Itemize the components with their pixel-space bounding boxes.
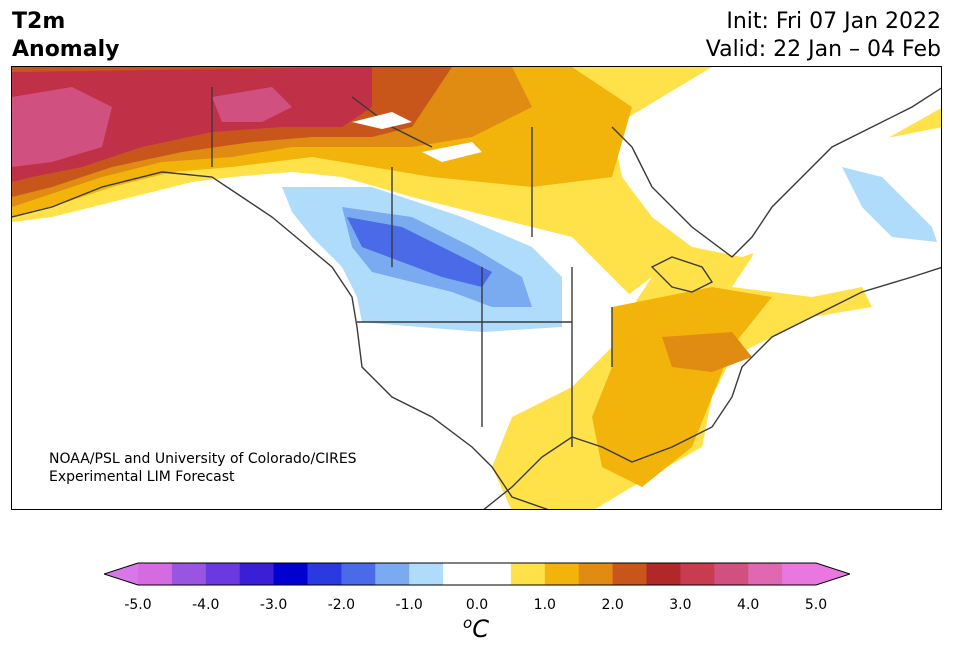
colorbar-cell (375, 563, 410, 585)
colorbar (104, 562, 850, 586)
credit-text: NOAA/PSL and University of Colorado/CIRE… (49, 450, 357, 486)
colorbar-tick-label: -1.0 (395, 597, 423, 613)
init-date: Init: Fri 07 Jan 2022 (726, 9, 941, 34)
lakes (352, 112, 482, 162)
map-title: T2m Anomaly (12, 8, 119, 64)
credit-line-1: NOAA/PSL and University of Colorado/CIRE… (49, 451, 357, 467)
colorbar-cell (748, 563, 783, 585)
title-line-1: T2m (12, 9, 66, 34)
colorbar-cell (578, 563, 614, 585)
map-svg (12, 67, 941, 509)
colorbar-cell (205, 563, 241, 585)
colorbar-tick-label: -5.0 (124, 597, 152, 613)
colorbar-tick-label: 5.0 (804, 597, 828, 613)
anomaly-deepblue-west (347, 217, 492, 287)
anomaly-darkorange-ohio (662, 332, 752, 372)
colorbar-cell (273, 563, 308, 585)
title-line-2: Anomaly (12, 37, 120, 62)
colorbar-tick-label: -2.0 (327, 597, 356, 613)
colorbar-cell (782, 563, 817, 585)
anomaly-pink-yukon (212, 87, 292, 122)
colorbar-cell (714, 563, 749, 585)
colorbar-tick-label: 2.0 (601, 597, 624, 613)
valid-range: Valid: 22 Jan – 04 Feb (705, 37, 941, 62)
colorbar-cell (341, 563, 376, 585)
unit-degree-sup: o (463, 614, 473, 632)
unit-letter: C (472, 615, 489, 643)
colorbar-cell (646, 563, 681, 585)
colorbar-cell (239, 563, 275, 585)
anomaly-pink-alaska (12, 87, 112, 167)
colorbar-cell (171, 563, 207, 585)
anomaly-white-canada-east (612, 67, 941, 257)
anomaly-white-us (357, 277, 652, 427)
colorbar-tick-label: -3.0 (259, 597, 288, 613)
anomaly-map (11, 66, 942, 510)
colorbar-cells (138, 563, 817, 585)
colorbar-tick-label: 3.0 (669, 597, 692, 613)
anomaly-red-alaska (12, 67, 372, 182)
colorbar-cell (680, 563, 715, 585)
colorbar-unit: oC (463, 614, 489, 643)
colorbar-tick-label: 0.0 (465, 597, 489, 613)
credit-line-2: Experimental LIM Forecast (49, 469, 235, 485)
colorbar-cell (307, 563, 342, 585)
colorbar-outline (104, 562, 850, 586)
coastlines (12, 87, 941, 509)
colorbar-cell (443, 563, 478, 585)
colorbar-tick-label: 4.0 (737, 597, 760, 613)
colorbar-cell (409, 563, 444, 585)
anomaly-lightblue-labrador (842, 167, 937, 242)
colorbar-cell (544, 563, 580, 585)
date-info: Init: Fri 07 Jan 2022 Valid: 22 Jan – 04… (706, 8, 941, 64)
colorbar-tick-label: 1.0 (533, 597, 556, 613)
colorbar-over-arrow (816, 563, 850, 585)
colorbar-cell (612, 563, 647, 585)
colorbar-cell (477, 563, 512, 585)
colorbar-under-arrow (104, 563, 138, 585)
colorbar-cell (510, 563, 546, 585)
colorbar-cell (138, 563, 173, 585)
colorbar-tick-label: -4.0 (192, 597, 220, 613)
